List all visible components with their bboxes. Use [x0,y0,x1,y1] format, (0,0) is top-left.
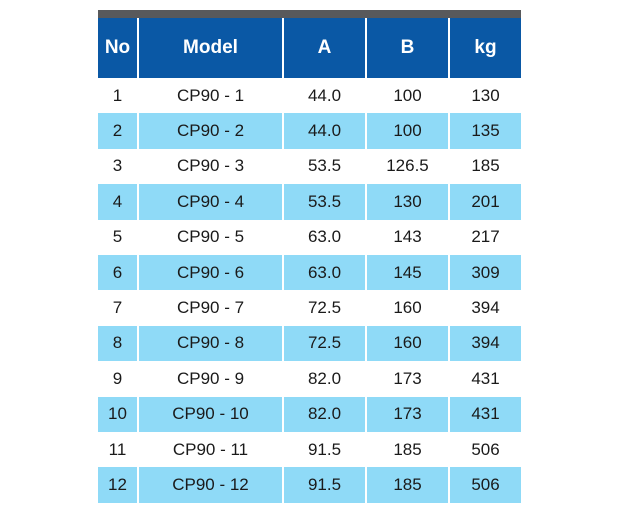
cell-model: CP90 - 3 [137,148,283,185]
header-kg: kg [448,18,521,78]
cell-a: 63.0 [282,254,366,291]
cell-kg: 431 [448,361,521,397]
cell-no: 5 [98,219,138,255]
top-divider-bar [98,10,521,18]
cell-b: 173 [365,361,449,397]
table-row: 11 CP90 - 11 91.5 185 506 [98,431,521,468]
cell-b: 126.5 [365,148,449,185]
cell-a: 82.0 [282,396,366,432]
cell-kg: 135 [448,113,521,149]
cell-b: 160 [365,325,449,362]
cell-b: 145 [365,254,449,291]
table-row: 12 CP90 - 12 91.5 185 506 [98,467,521,503]
cell-a: 44.0 [282,78,366,114]
cell-no: 6 [98,254,138,291]
cell-no: 9 [98,361,138,397]
cell-no: 11 [98,431,138,468]
cell-a: 53.5 [282,148,366,185]
cell-no: 8 [98,325,138,362]
cell-b: 160 [365,290,449,326]
cell-model: CP90 - 4 [137,184,283,220]
cell-kg: 185 [448,148,521,185]
cell-kg: 394 [448,290,521,326]
header-row: No Model A B kg [98,18,521,78]
cell-no: 7 [98,290,138,326]
cell-b: 173 [365,396,449,432]
cell-no: 1 [98,78,138,114]
cell-model: CP90 - 12 [137,467,283,503]
cell-a: 44.0 [282,113,366,149]
cell-b: 100 [365,113,449,149]
cell-kg: 506 [448,431,521,468]
cell-a: 91.5 [282,467,366,503]
cell-a: 53.5 [282,184,366,220]
cell-a: 72.5 [282,325,366,362]
cell-a: 91.5 [282,431,366,468]
cell-no: 2 [98,113,138,149]
cell-model: CP90 - 8 [137,325,283,362]
cell-b: 100 [365,78,449,114]
header-no: No [98,18,138,78]
cell-model: CP90 - 11 [137,431,283,468]
table-row: 6 CP90 - 6 63.0 145 309 [98,254,521,291]
table-row: 9 CP90 - 9 82.0 173 431 [98,361,521,397]
cell-a: 63.0 [282,219,366,255]
cell-b: 185 [365,431,449,468]
cell-kg: 506 [448,467,521,503]
table-row: 2 CP90 - 2 44.0 100 135 [98,113,521,149]
cell-model: CP90 - 5 [137,219,283,255]
table-row: 4 CP90 - 4 53.5 130 201 [98,184,521,220]
table-row: 3 CP90 - 3 53.5 126.5 185 [98,148,521,185]
cell-model: CP90 - 10 [137,396,283,432]
table-row: 8 CP90 - 8 72.5 160 394 [98,325,521,362]
cell-model: CP90 - 2 [137,113,283,149]
table-row: 7 CP90 - 7 72.5 160 394 [98,290,521,326]
cell-kg: 130 [448,78,521,114]
cell-no: 12 [98,467,138,503]
cell-b: 130 [365,184,449,220]
cell-model: CP90 - 6 [137,254,283,291]
cell-model: CP90 - 7 [137,290,283,326]
cell-no: 10 [98,396,138,432]
header-b: B [365,18,449,78]
header-model: Model [137,18,283,78]
cell-a: 82.0 [282,361,366,397]
cell-a: 72.5 [282,290,366,326]
cell-no: 3 [98,148,138,185]
cell-kg: 309 [448,254,521,291]
cell-kg: 394 [448,325,521,362]
cell-model: CP90 - 9 [137,361,283,397]
cell-kg: 431 [448,396,521,432]
table-row: 10 CP90 - 10 82.0 173 431 [98,396,521,432]
table-row: 1 CP90 - 1 44.0 100 130 [98,78,521,114]
cell-no: 4 [98,184,138,220]
cell-b: 185 [365,467,449,503]
cell-model: CP90 - 1 [137,78,283,114]
cell-kg: 201 [448,184,521,220]
cell-b: 143 [365,219,449,255]
table-row: 5 CP90 - 5 63.0 143 217 [98,219,521,255]
header-a: A [282,18,366,78]
cell-kg: 217 [448,219,521,255]
spec-table: No Model A B kg 1 CP90 - 1 44.0 100 130 … [98,18,521,503]
